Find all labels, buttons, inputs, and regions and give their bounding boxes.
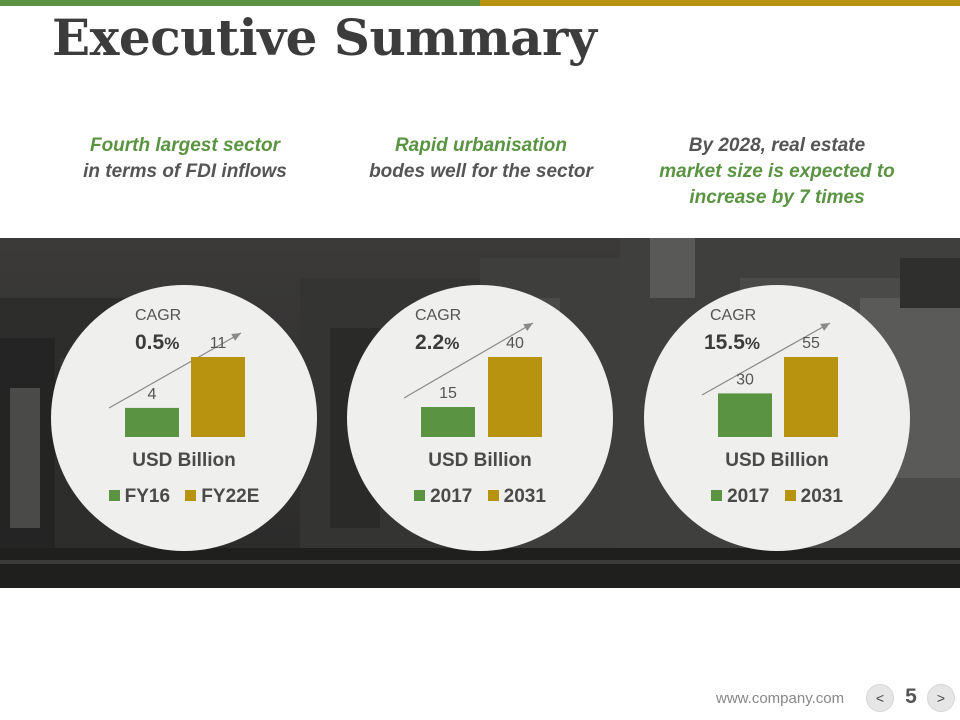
legend-item: 2031 (487, 486, 546, 508)
legend-item: 2031 (784, 486, 843, 508)
next-page-button[interactable]: > (927, 684, 955, 712)
trend-arrow-head (231, 333, 241, 341)
bar-chart-market-size: 30 55 (701, 322, 838, 437)
legend-swatch-gold (185, 490, 197, 501)
bar-2031 (784, 357, 838, 437)
cagr-label: CAGR (710, 307, 757, 324)
caption-urbanisation: Rapid urbanisation bodes well for the se… (356, 133, 606, 185)
legend-label: 2031 (800, 486, 843, 507)
legend-swatch-gold (487, 490, 499, 501)
chart-legend: FY16 FY22E (51, 486, 317, 508)
chart-legend: 2017 2031 (644, 486, 910, 508)
unit-label: USD Billion (132, 450, 236, 471)
cagr-label: CAGR (135, 307, 182, 324)
bar-value-label: 15 (439, 385, 457, 402)
cagr-value: 15.5% (704, 331, 760, 355)
bar-2017 (718, 393, 772, 437)
trend-arrow-head (820, 323, 830, 331)
bar-FY16 (125, 407, 179, 437)
bar-value-label: 40 (506, 335, 524, 352)
caption-highlight: market size is expected to increase by 7… (659, 161, 895, 208)
chart-circle-urbanisation: 15 40 CAGR 2.2% USD Billion 2017 2031 (347, 285, 613, 551)
cagr-number: 0.5 (135, 331, 165, 354)
legend-label: FY16 (124, 486, 171, 507)
top-accent-bar-green (0, 0, 480, 6)
company-url[interactable]: www.company.com (716, 690, 845, 707)
cagr-label: CAGR (415, 307, 462, 324)
caption-highlight: Rapid urbanisation (394, 135, 568, 156)
legend-swatch-gold (784, 490, 796, 501)
legend-item: FY16 (108, 486, 171, 508)
bar-FY22E (191, 357, 245, 437)
legend-swatch-green (414, 490, 426, 501)
cagr-value: 0.5% (135, 331, 179, 355)
legend-swatch-green (711, 490, 723, 501)
caption-text: bodes well for the sector (369, 161, 593, 182)
trend-arrow-line (108, 332, 242, 409)
legend-item: 2017 (414, 486, 472, 508)
legend-label: 2017 (727, 486, 770, 507)
top-accent-bar-gold (480, 0, 960, 6)
trend-arrow-head (523, 323, 533, 331)
chart-circle-market-size: 30 55 CAGR 15.5% USD Billion 2017 2031 (644, 285, 910, 551)
cagr-unit: % (164, 334, 180, 353)
legend-item: 2017 (711, 486, 769, 508)
legend-label: 2017 (430, 486, 473, 507)
bar-value-label: 30 (736, 371, 754, 388)
legend-label: 2031 (503, 486, 546, 507)
chart-circle-fdi: 4 11 CAGR 0.5% USD Billion FY16 FY22E (51, 285, 317, 551)
caption-market-size: By 2028, real estate market size is expe… (652, 133, 902, 211)
legend-swatch-green (108, 490, 120, 501)
cagr-unit: % (444, 334, 460, 353)
caption-text: By 2028, real estate (688, 135, 866, 156)
caption-highlight: Fourth largest sector (89, 135, 281, 156)
caption-text: in terms of FDI inflows (83, 161, 287, 182)
trend-arrow-line (403, 322, 534, 399)
trend-arrow-line (701, 322, 831, 396)
legend-label: FY22E (201, 486, 260, 507)
caption-fdi: Fourth largest sector in terms of FDI in… (60, 133, 310, 185)
bar-value-label: 11 (210, 335, 227, 352)
cagr-number: 2.2 (415, 331, 445, 354)
page-title: Executive Summary (52, 8, 597, 67)
legend-item: FY22E (185, 486, 259, 508)
cagr-value: 2.2% (415, 331, 459, 355)
previous-page-button[interactable]: < (866, 684, 894, 712)
chart-legend: 2017 2031 (347, 486, 613, 508)
unit-label: USD Billion (428, 450, 532, 471)
bar-value-label: 55 (802, 335, 820, 352)
unit-label: USD Billion (725, 450, 829, 471)
cagr-number: 15.5 (704, 331, 745, 354)
page-number: 5 (905, 685, 917, 708)
cagr-unit: % (744, 334, 760, 353)
bar-chart-fdi: 4 11 (108, 332, 245, 437)
bar-2031 (488, 357, 542, 437)
bar-value-label: 4 (148, 386, 157, 403)
bar-2017 (421, 407, 475, 437)
